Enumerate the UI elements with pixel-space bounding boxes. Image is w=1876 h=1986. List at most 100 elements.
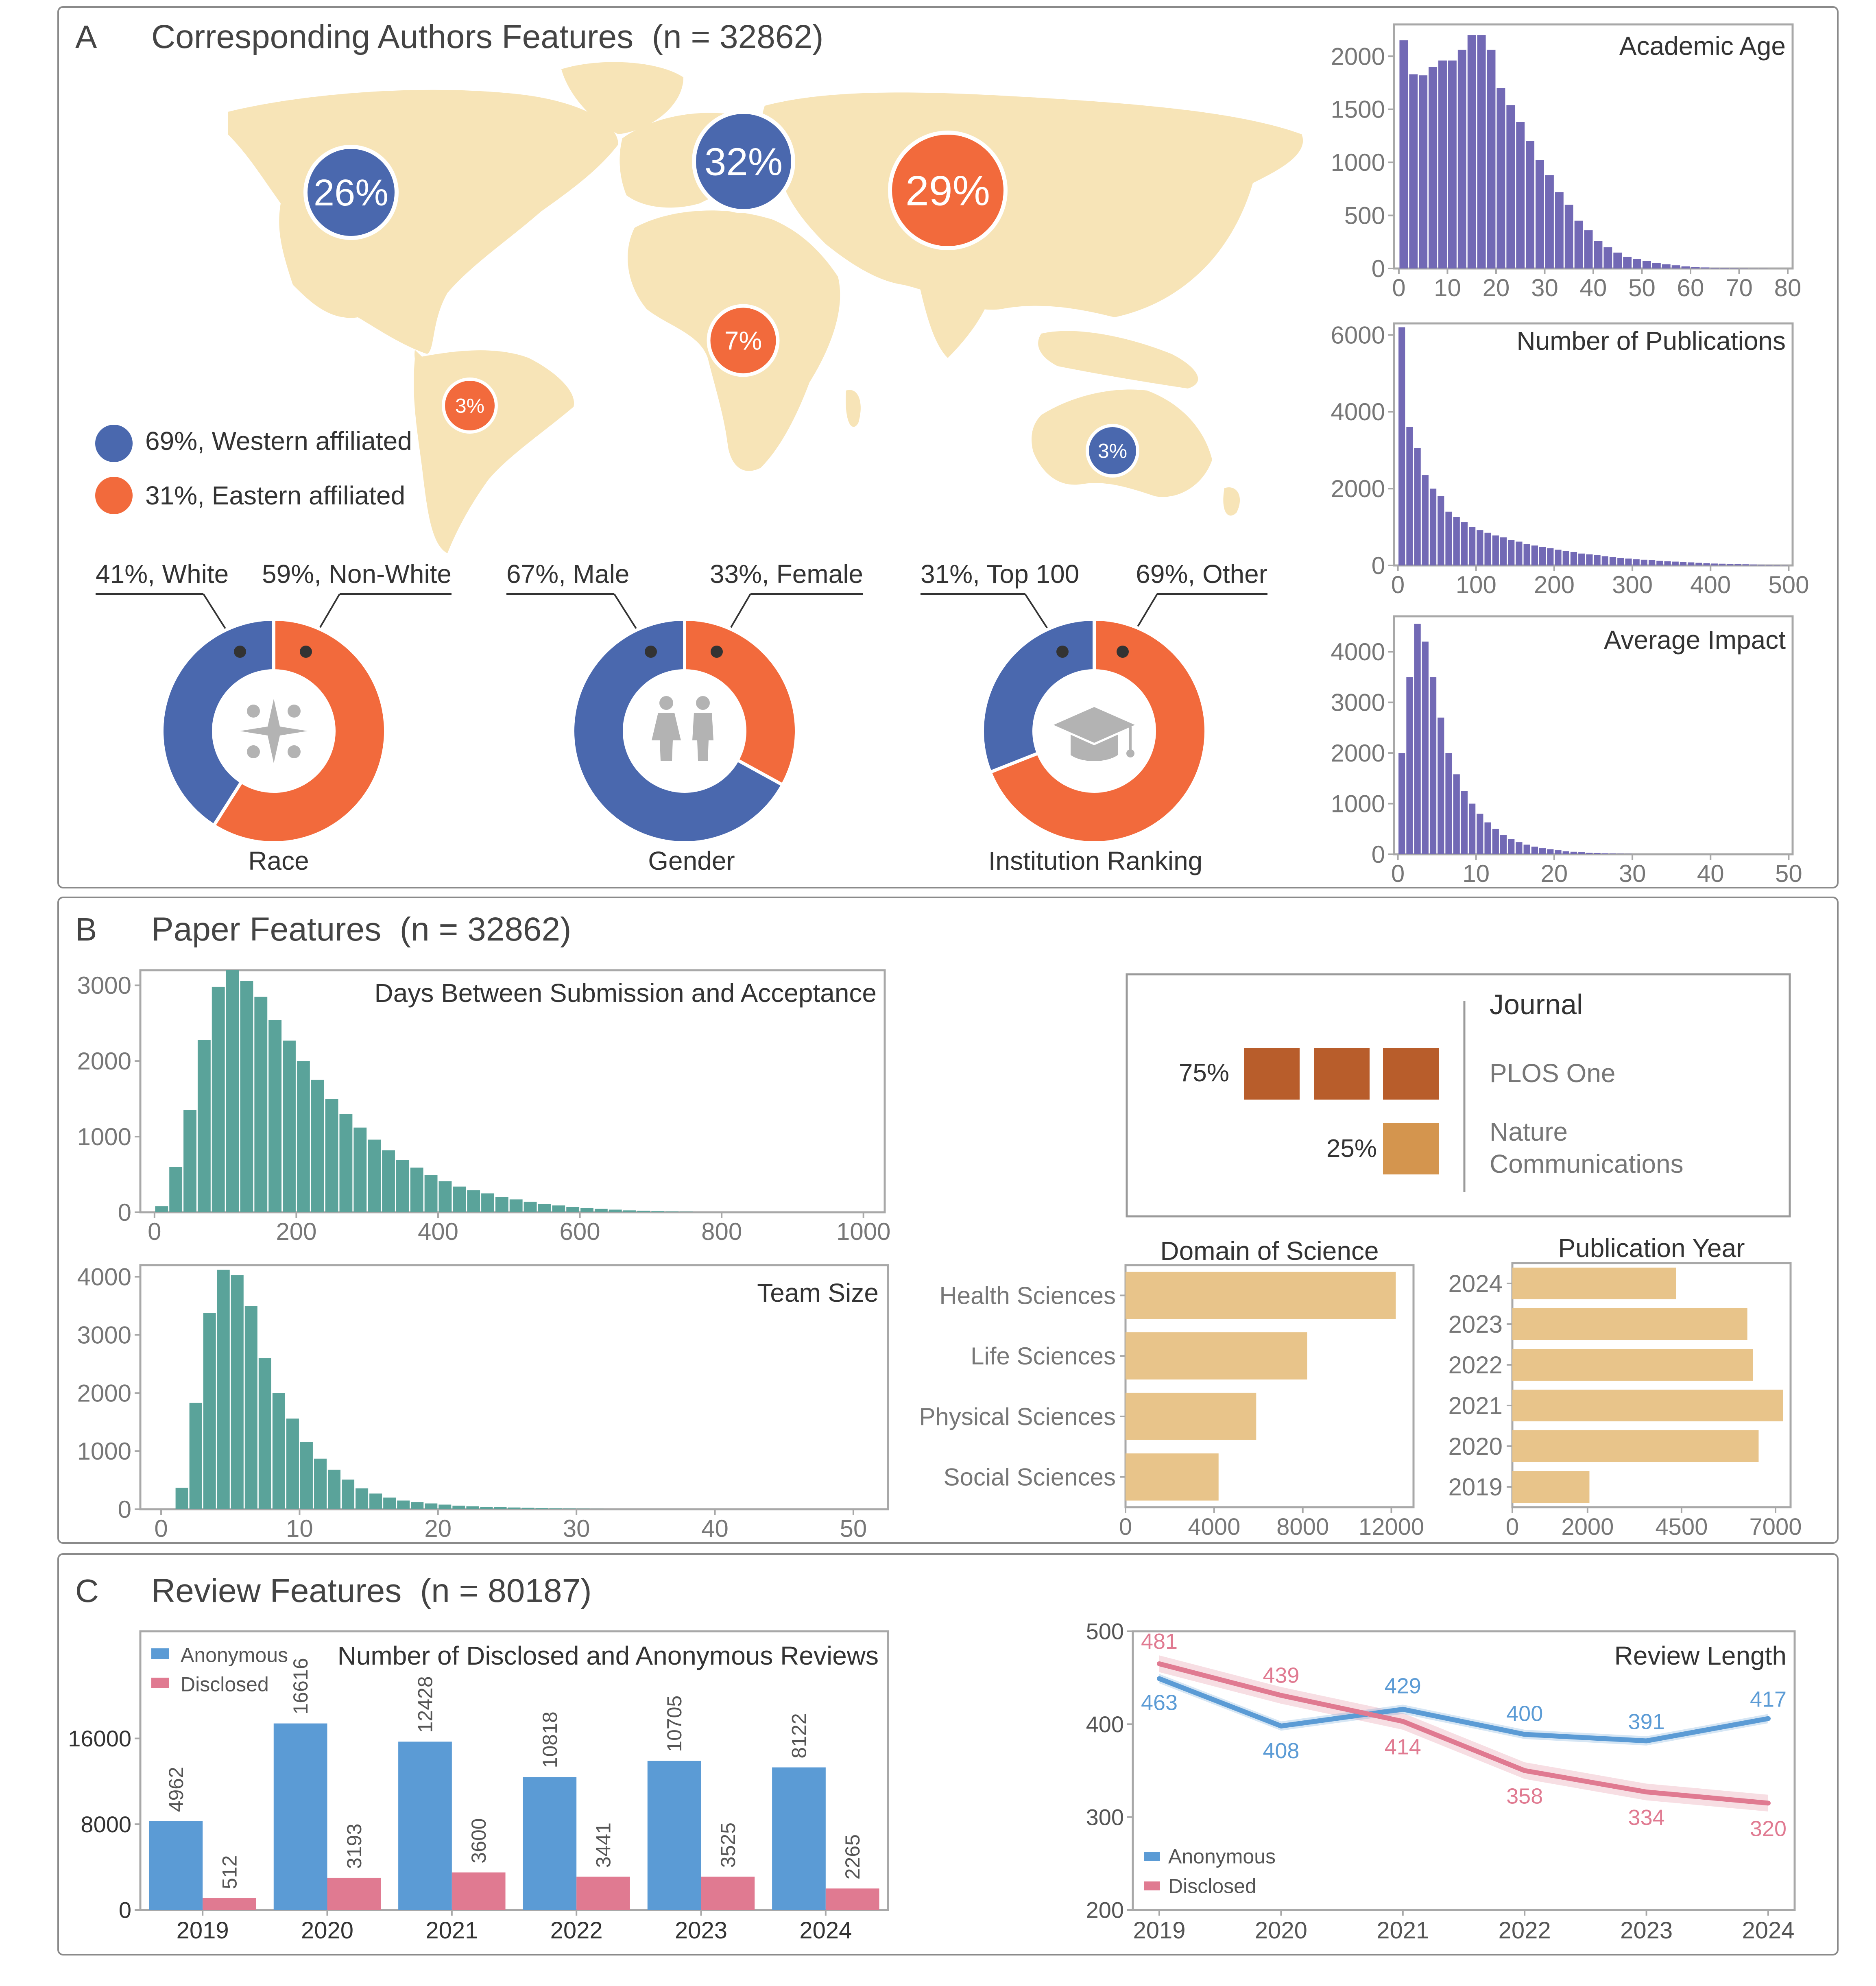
data-label: 408	[1263, 1739, 1299, 1763]
x-tick-label: 500	[1768, 571, 1809, 598]
chart-title: Number of Publications	[1516, 326, 1786, 356]
histogram-bar	[495, 1197, 508, 1212]
histogram-bar	[356, 1488, 369, 1509]
panel-a-letter: A	[75, 19, 97, 55]
histogram-bar	[300, 1442, 313, 1509]
histogram-bar	[183, 1110, 196, 1212]
data-label: 3441	[592, 1822, 615, 1868]
histogram-bar	[297, 1061, 310, 1212]
graduation-cap-icon	[1054, 707, 1135, 761]
histogram-bar	[1652, 263, 1661, 268]
y-tick-label: 3000	[77, 1321, 131, 1349]
x-tick-label: 80	[1774, 274, 1802, 301]
category-label: Health Sciences	[939, 1282, 1116, 1309]
x-tick-label: 50	[840, 1515, 867, 1542]
x-tick-label: 50	[1628, 274, 1656, 301]
histogram-bar	[1562, 851, 1569, 854]
plot-frame	[139, 1630, 889, 1911]
histogram-bar	[328, 1469, 341, 1509]
category-label: Physical Sciences	[919, 1403, 1116, 1430]
histogram-bar	[286, 1419, 299, 1509]
donut-slice-right	[212, 617, 387, 845]
data-label: 400	[1506, 1701, 1543, 1726]
histogram-bar	[1625, 559, 1632, 565]
data-label: 10705	[663, 1696, 686, 1752]
data-label: 481	[1141, 1629, 1178, 1654]
x-tick-label: 600	[560, 1218, 600, 1245]
histogram-bar	[1643, 261, 1651, 268]
histogram-bar	[1457, 50, 1466, 268]
data-label: 512	[218, 1855, 241, 1889]
leader-dot	[1117, 646, 1129, 658]
histogram-bar	[155, 1206, 168, 1212]
histogram-bar	[1617, 558, 1624, 565]
histogram-bar	[1562, 551, 1569, 565]
histogram-bar	[1649, 560, 1656, 565]
histogram-bar	[1570, 851, 1577, 854]
x-tick-label: 40	[701, 1515, 729, 1542]
map-new-zealand	[1223, 487, 1240, 516]
histogram-bar	[1508, 540, 1515, 565]
x-tick-label: 300	[1612, 571, 1653, 598]
category-label: 2023	[1448, 1311, 1503, 1338]
bar	[1126, 1332, 1307, 1380]
y-tick-label: 500	[1086, 1619, 1124, 1644]
x-tick-label: 0	[1392, 274, 1405, 301]
histogram-bar	[1477, 814, 1483, 854]
bar-disclosed	[825, 1888, 879, 1910]
map-madagascar	[846, 390, 861, 427]
bar	[1512, 1268, 1676, 1299]
y-tick-label: 200	[1086, 1897, 1124, 1923]
histogram-bar	[244, 1306, 257, 1509]
y-tick-label: 2000	[77, 1379, 131, 1407]
bar	[1512, 1349, 1753, 1381]
legend-label: Anonymous	[1168, 1845, 1276, 1868]
chart-title: Number of Disclosed and Anonymous Review…	[338, 1641, 879, 1670]
data-label: 8122	[787, 1713, 810, 1758]
data-label: 3525	[717, 1822, 739, 1868]
donut-left-label: 41%, White	[96, 559, 229, 589]
histogram-bar	[1734, 564, 1741, 565]
histogram-bar	[1609, 853, 1616, 854]
histogram-bar	[1594, 853, 1601, 854]
histogram-bar	[1601, 556, 1608, 565]
data-label: 417	[1750, 1687, 1787, 1712]
map-bubble-label: 32%	[705, 140, 783, 184]
histogram-bar	[1414, 624, 1421, 854]
panel-c-letter: C	[75, 1573, 99, 1609]
histogram-bar	[438, 1181, 452, 1212]
legend-swatch	[151, 1648, 169, 1659]
category-label: Social Sciences	[943, 1464, 1116, 1491]
x-tick-label: 800	[701, 1218, 742, 1245]
journal-plos-square	[1383, 1048, 1439, 1100]
chart-title: Average Impact	[1604, 625, 1786, 655]
chart-title: Academic Age	[1619, 31, 1786, 61]
x-tick-label: 2021	[425, 1917, 478, 1944]
histogram-bar	[1445, 511, 1452, 565]
histogram-bar	[169, 1167, 183, 1212]
chart-title: Publication Year	[1558, 1233, 1745, 1263]
histogram-bar	[397, 1500, 410, 1509]
histogram-bar	[212, 986, 225, 1212]
histogram-bar	[1438, 496, 1444, 565]
panel-c-title: Review Features (n = 80187)	[151, 1572, 592, 1609]
histogram-bar	[509, 1199, 523, 1212]
histogram-bar	[563, 1508, 576, 1509]
histogram-bar	[424, 1175, 438, 1212]
leader-dot	[1056, 646, 1069, 658]
histogram-bar	[268, 1020, 282, 1212]
histogram-bar	[314, 1458, 327, 1509]
histogram-bar	[1603, 247, 1612, 268]
histogram-bar	[1742, 564, 1749, 565]
donut-left-label: 67%, Male	[506, 559, 629, 589]
histogram-bar	[1409, 74, 1418, 268]
bar-disclosed	[327, 1877, 381, 1910]
histogram-bar	[1681, 266, 1690, 268]
bar	[1126, 1453, 1219, 1501]
x-tick-label: 60	[1677, 274, 1704, 301]
legend-label: Disclosed	[1168, 1875, 1256, 1898]
histogram-bar	[538, 1204, 551, 1212]
legend-western-label: 69%, Western affiliated	[145, 426, 412, 456]
histogram-bar	[453, 1186, 466, 1212]
